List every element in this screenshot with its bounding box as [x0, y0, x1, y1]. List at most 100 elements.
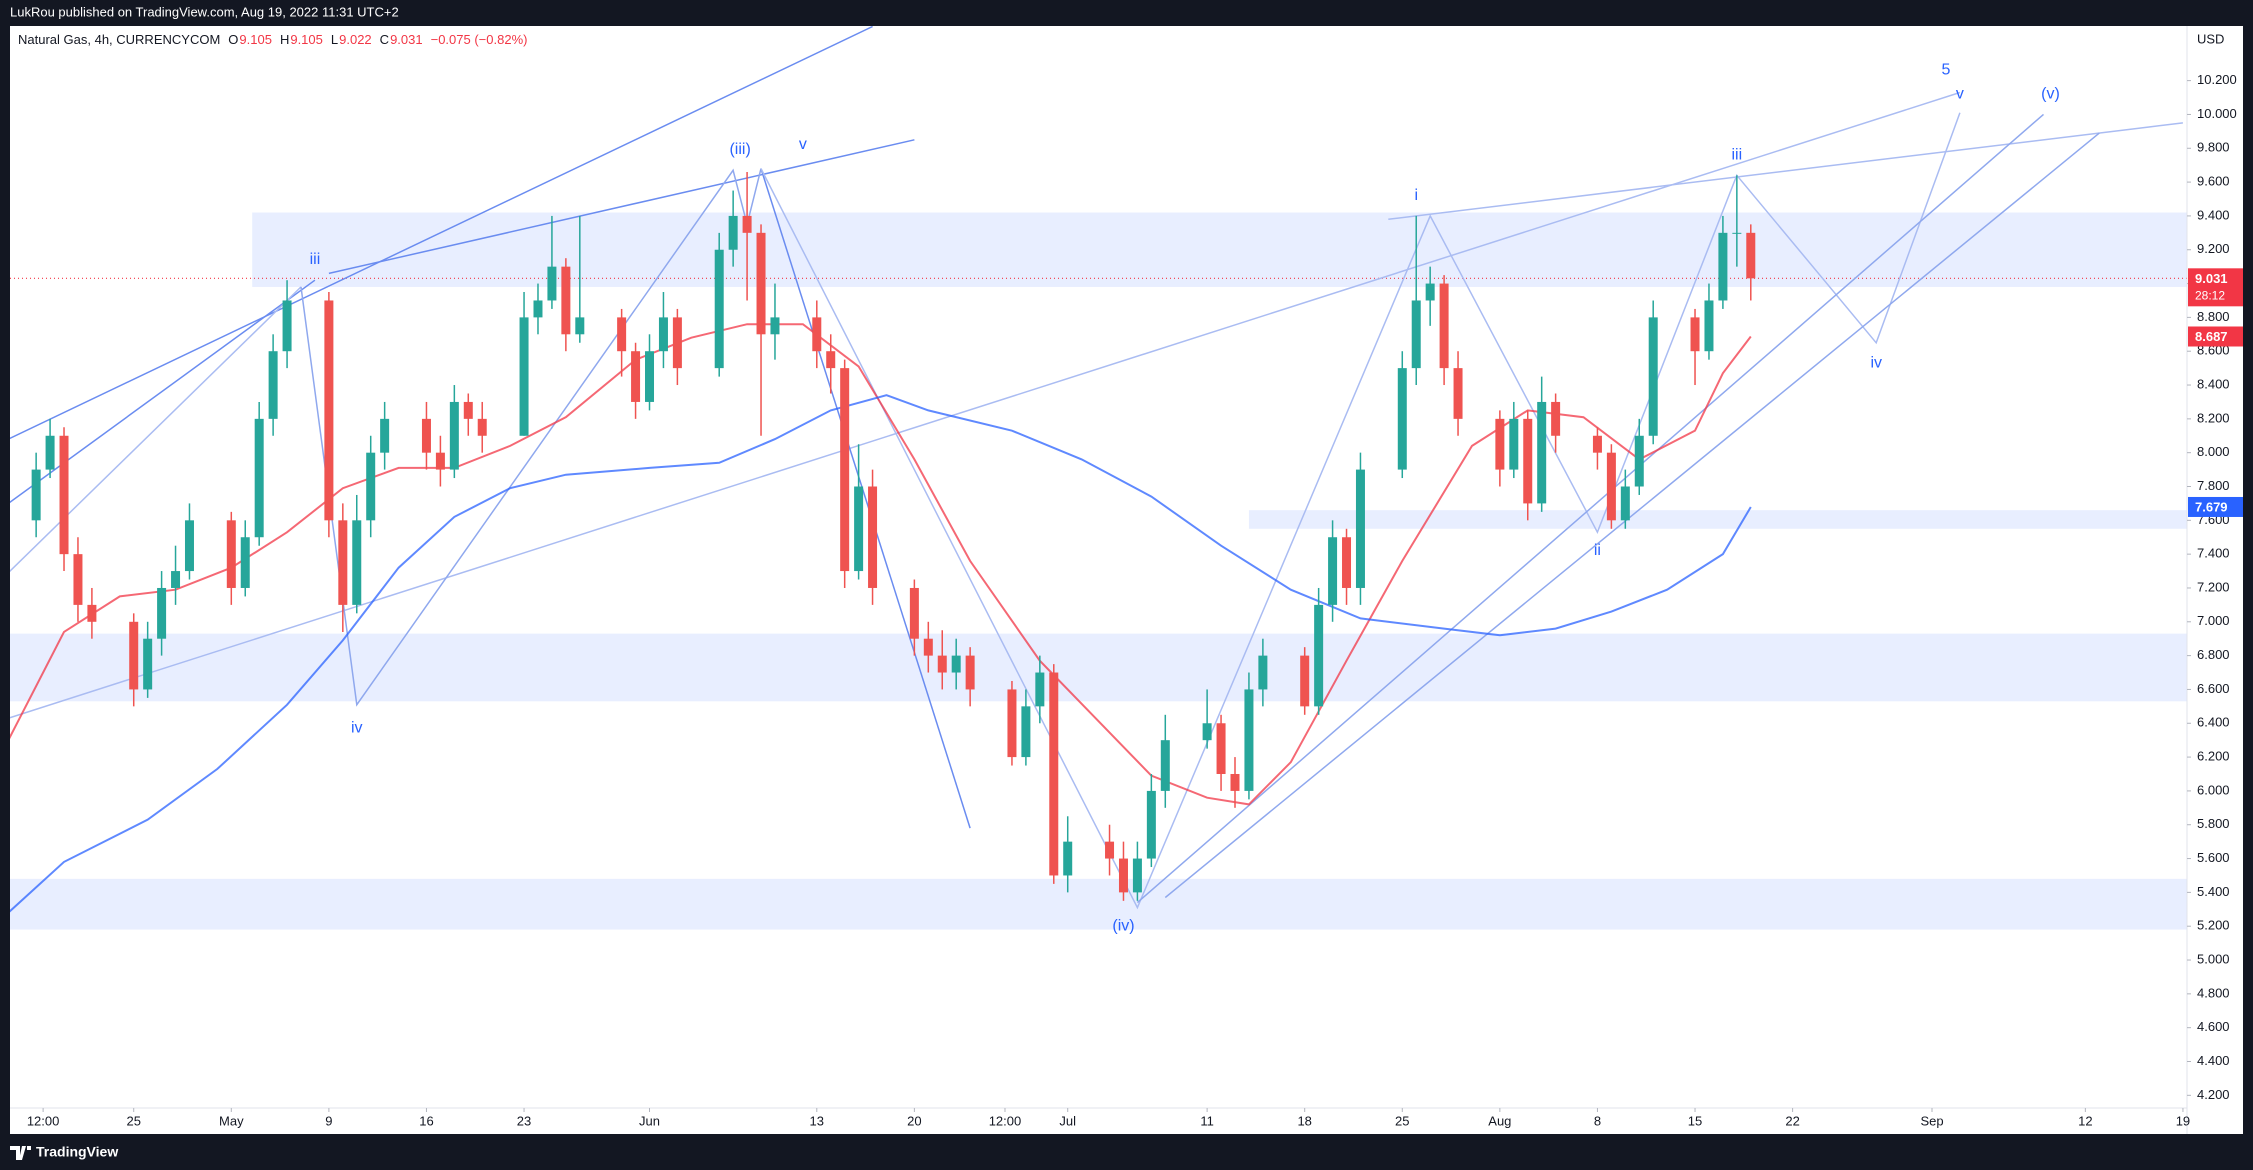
candle-body [1049, 672, 1059, 876]
candle-body [380, 418, 390, 453]
candle-body [728, 215, 738, 250]
candle-body [547, 266, 557, 301]
candle-body [1551, 401, 1561, 436]
candle-body [1035, 672, 1045, 707]
candle-body [1425, 283, 1435, 301]
y-tick-label: 6.400 [2197, 715, 2230, 730]
y-tick-label: 8.200 [2197, 410, 2230, 425]
countdown: 28:12 [2195, 288, 2225, 302]
wave-label: iv [351, 720, 363, 737]
zone [10, 878, 2187, 930]
y-tick-label: 5.400 [2197, 884, 2230, 899]
x-tick-label: 23 [517, 1113, 531, 1128]
candle-body [1411, 300, 1421, 369]
candle-body [352, 520, 362, 605]
y-tick-label: 6.600 [2197, 681, 2230, 696]
y-tick-label: 7.400 [2197, 546, 2230, 561]
candle-body [812, 317, 822, 352]
axes: USD 4.200 4.400 4.600 4.800 5.000 5.200 5.400 5… [10, 26, 2243, 1134]
candle-body [519, 317, 529, 436]
candle-body [449, 401, 459, 470]
candle-body [1537, 401, 1547, 504]
legend-item: Natural Gas, 4h, CURRENCYCOM [18, 32, 220, 47]
y-tick-label: 10.000 [2197, 106, 2237, 121]
candle-body [1202, 723, 1212, 741]
candle-body [909, 587, 919, 639]
legend: Natural Gas, 4h, CURRENCYCOM O9.105 H9.105… [18, 32, 527, 47]
candle-body [87, 604, 97, 622]
legend-item: 9.105 [239, 32, 272, 47]
wave-label: iv [1870, 354, 1882, 371]
candle-body [1648, 317, 1658, 436]
currency: USD [2197, 31, 2224, 46]
candle-body [826, 351, 836, 369]
trend-line [10, 279, 316, 504]
candle-body [59, 435, 69, 555]
candle-body [1634, 435, 1644, 487]
y-tick-label: 10.200 [2197, 72, 2237, 87]
y-tick-label: 6.800 [2197, 647, 2230, 662]
trend-line [760, 112, 1961, 910]
candle-body [840, 368, 850, 572]
candle-body [742, 215, 752, 233]
candle-body [1007, 689, 1017, 758]
zone [10, 633, 2187, 702]
candle-body [1244, 689, 1254, 791]
candle-body [157, 587, 167, 639]
candle-body [254, 418, 264, 538]
zone [1248, 510, 2187, 529]
wave-label: (v) [2041, 85, 2060, 102]
candle-body [1216, 723, 1226, 774]
brand: TradingView [10, 1144, 118, 1160]
x-tick-label: 12:00 [27, 1113, 60, 1128]
wave-label: 5 [1941, 62, 1950, 79]
candle-body [868, 486, 878, 588]
candle-body [421, 418, 431, 453]
trend-line [10, 26, 873, 440]
legend-item: L [331, 32, 338, 47]
candle-body [129, 621, 139, 690]
x-tick-label: 11 [1200, 1113, 1214, 1128]
candle-body [477, 418, 487, 436]
y-tick-label: 9.400 [2197, 207, 2230, 222]
x-tick-label: Jul [1059, 1113, 1076, 1128]
x-tick-label: May [219, 1113, 244, 1128]
x-tick-label: Sep [1920, 1113, 1943, 1128]
candle-body [575, 317, 585, 335]
x-tick-label: 12:00 [989, 1113, 1022, 1128]
brand-name: TradingView [36, 1144, 118, 1160]
y-tick-label: 6.000 [2197, 782, 2230, 797]
legend-item: H [280, 32, 289, 47]
last-price-tag-label: 9.031 [2195, 271, 2228, 286]
candle-body [463, 401, 473, 419]
candle-body [1620, 486, 1630, 521]
y-tick-label: 5.600 [2197, 850, 2230, 865]
y-tick-label: 4.800 [2197, 985, 2230, 1000]
x-tick-label: 18 [1297, 1113, 1311, 1128]
candle-body [1690, 317, 1700, 352]
candle-body [338, 520, 348, 605]
y-tick-label: 4.200 [2197, 1087, 2230, 1102]
trend-line [760, 168, 971, 829]
candle-body [366, 452, 376, 521]
candle-body [143, 638, 153, 690]
y-tick-label: 5.000 [2197, 951, 2230, 966]
candle-body [1746, 232, 1756, 279]
trend-line [300, 168, 762, 707]
y-tick-label: 5.200 [2197, 918, 2230, 933]
x-tick-label: 12 [2078, 1113, 2092, 1128]
ma-tag [2188, 496, 2243, 517]
y-tick-label: 9.200 [2197, 241, 2230, 256]
candle-body [1328, 537, 1338, 605]
trend-line [328, 139, 915, 275]
moving-average [10, 323, 1752, 806]
legend-item: 9.105 [290, 32, 323, 47]
ma-tag-label: 8.687 [2195, 329, 2228, 344]
candle-body [672, 317, 682, 369]
wave-label: i [1414, 187, 1418, 204]
candle-body [937, 655, 947, 673]
candle-body [951, 655, 961, 673]
wave-label: iii [1732, 146, 1743, 163]
candle-body [756, 232, 766, 335]
